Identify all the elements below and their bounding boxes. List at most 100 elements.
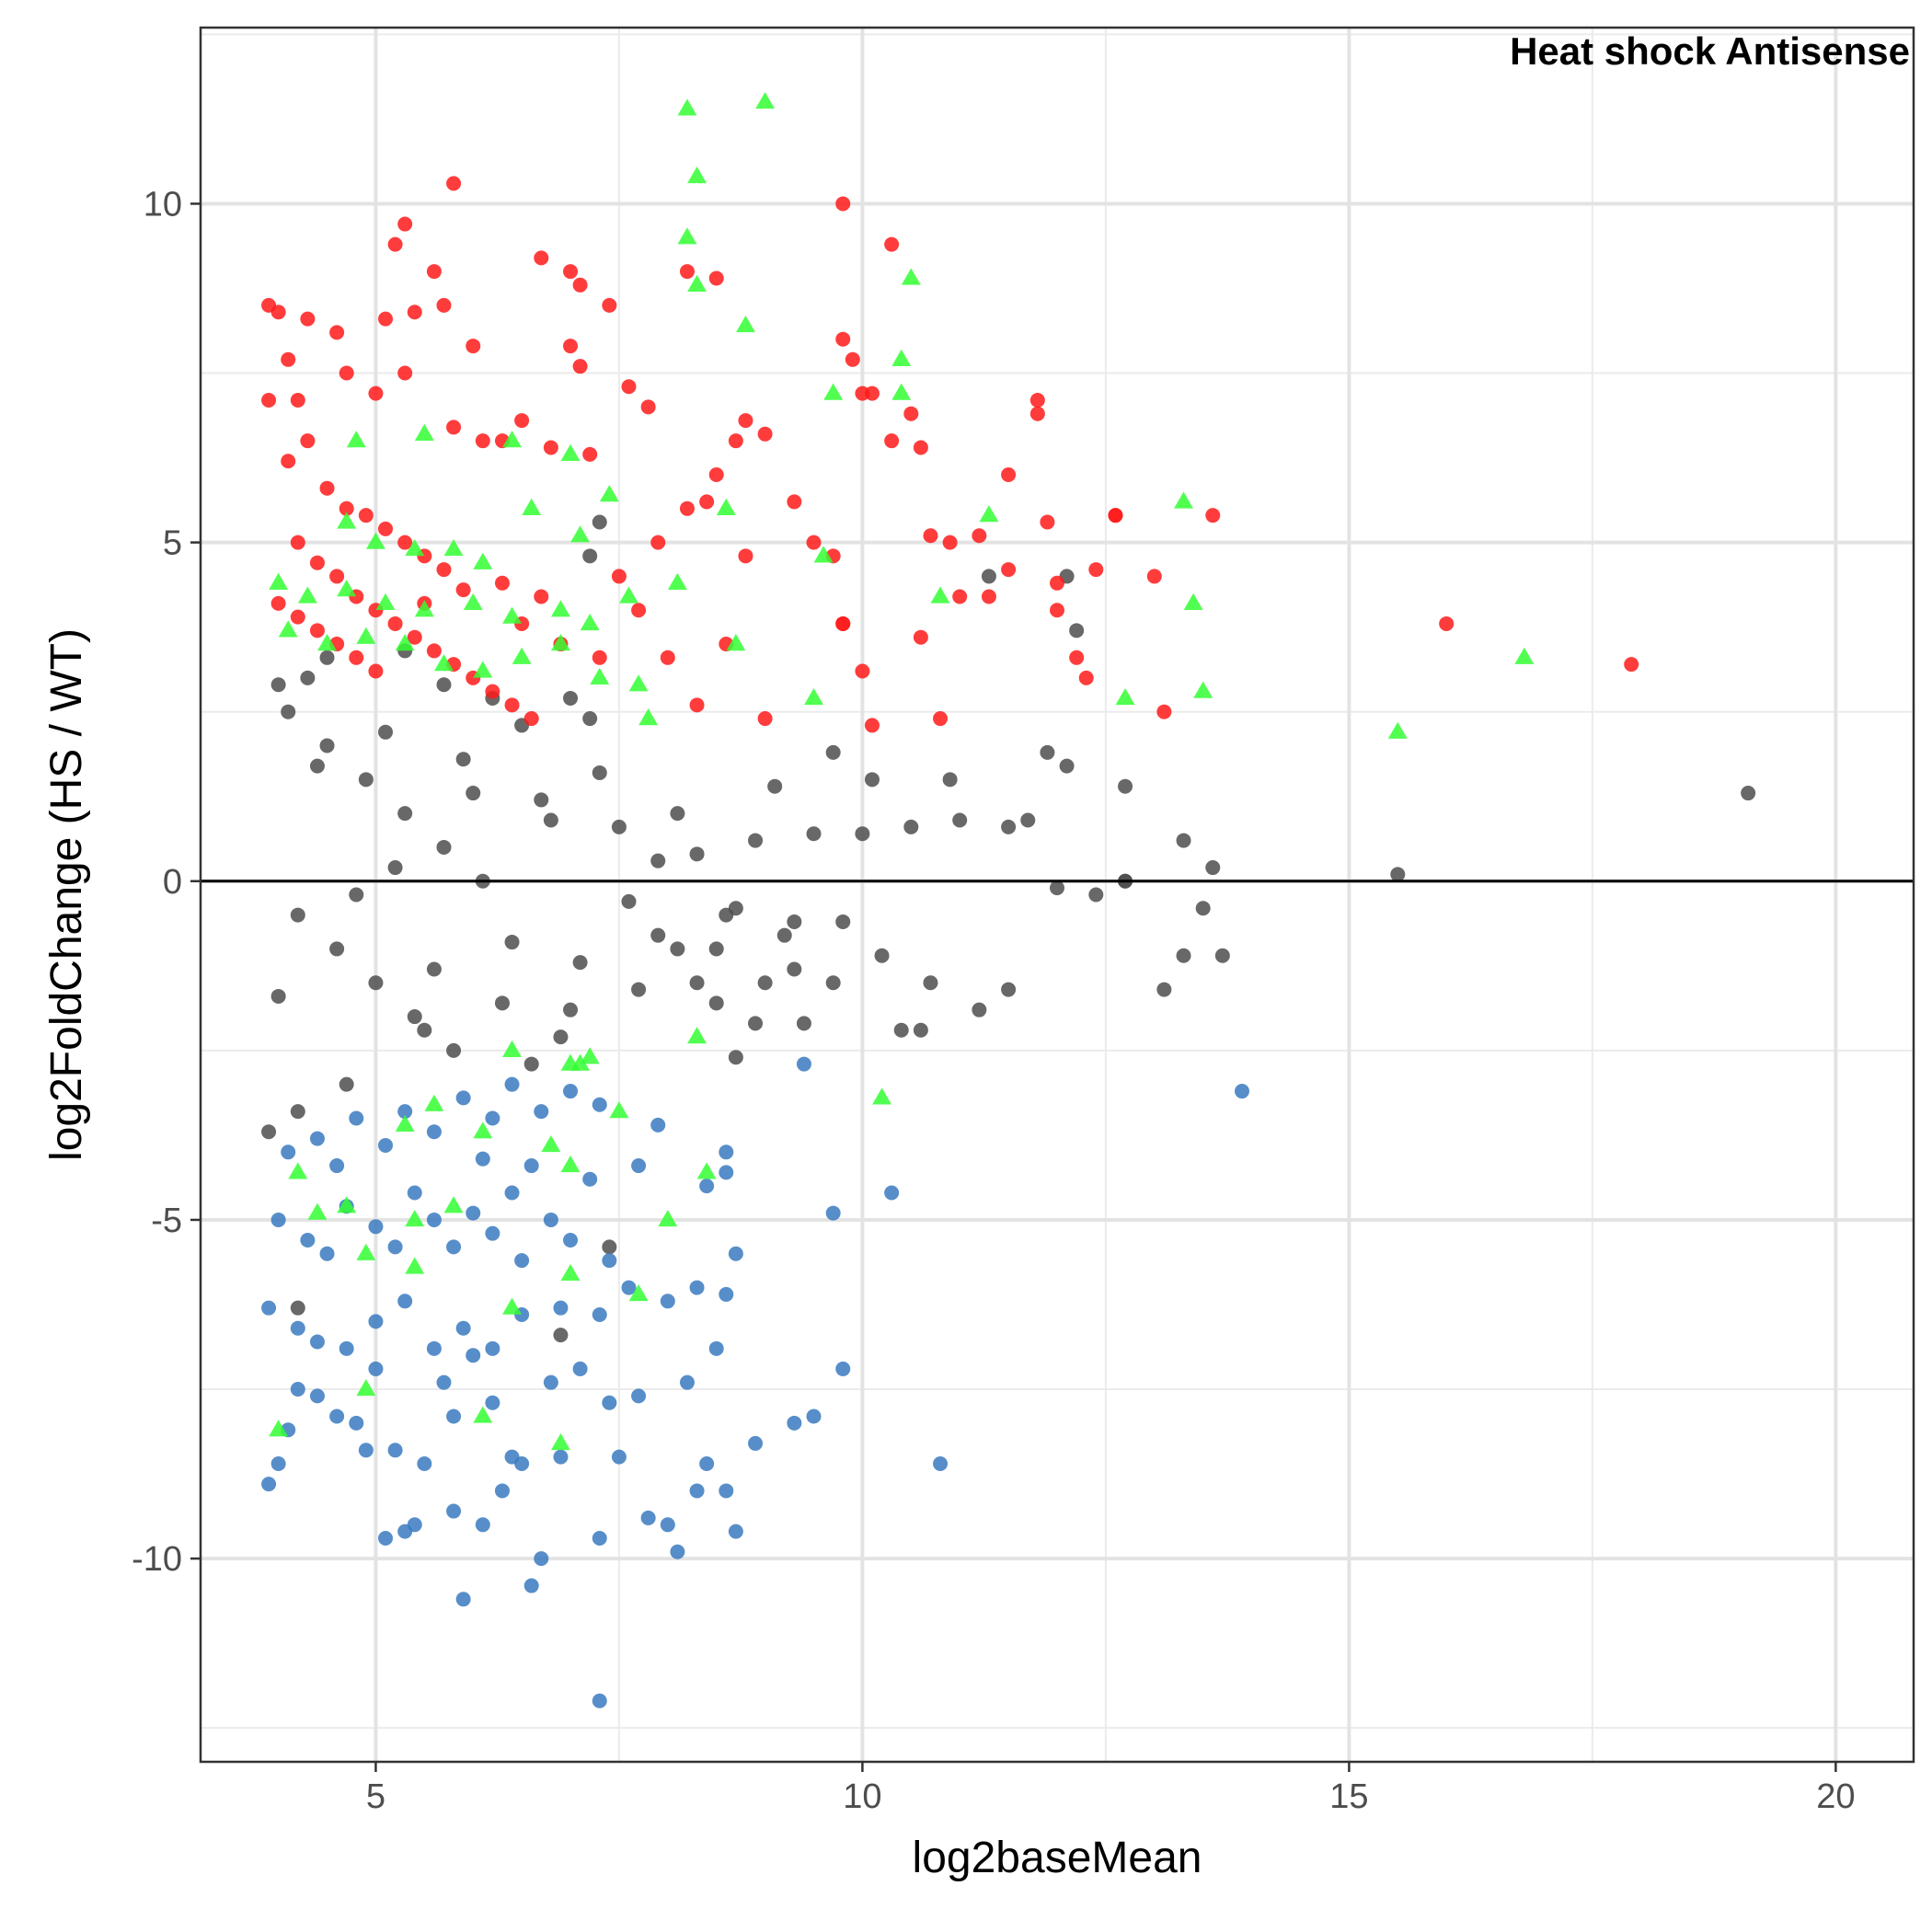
data-point-highlight [307,1202,328,1220]
data-point-down [378,1531,394,1547]
data-point-down [699,1456,715,1472]
data-point-not_significant [494,995,510,1011]
data-point-up [621,379,637,395]
data-point-highlight [375,592,396,611]
data-point-down [748,1435,764,1451]
data-point-not_significant [592,765,607,780]
data-point-up [329,569,345,584]
data-point-up [543,440,558,455]
data-point-up [1205,508,1221,523]
data-point-not_significant [387,860,403,876]
data-point-down [504,1076,520,1092]
data-point-not_significant [689,846,705,862]
data-point-up [835,615,851,631]
data-point-up [650,535,666,550]
data-point-highlight [628,674,649,692]
data-point-not_significant [864,772,880,788]
data-point-down [553,1449,569,1465]
points-layer [261,91,1756,1708]
data-point-up [855,663,870,679]
data-point-up [1029,406,1045,421]
data-point-up [699,494,715,510]
data-point-up [640,399,656,415]
data-point-up [387,236,403,252]
data-point-not_significant [942,772,958,788]
data-point-up [981,589,996,604]
data-point-up [884,433,900,449]
y-tick-label: 5 [163,524,182,563]
data-point-down [563,1084,579,1099]
data-point-down [504,1185,520,1201]
data-point-down [426,1124,442,1140]
data-point-highlight [356,627,376,644]
data-point-up [1001,466,1017,482]
data-point-not_significant [806,826,822,842]
x-tick-label: 10 [843,1777,881,1816]
data-point-up [339,500,354,516]
data-point-up [397,365,413,381]
data-point-not_significant [1020,812,1036,828]
data-point-highlight [979,505,999,523]
data-point-up [475,433,490,449]
data-point-up [446,420,462,435]
data-point-up [1439,615,1455,631]
data-point-not_significant [748,833,764,848]
data-point-highlight [638,708,659,726]
data-point-down [290,1382,305,1397]
data-point-highlight [726,634,746,651]
data-point-down [446,1239,462,1255]
data-point-not_significant [855,826,870,842]
data-point-highlight [823,383,844,400]
data-point-not_significant [1118,778,1133,794]
data-point-highlight [609,1101,629,1119]
data-point-down [387,1239,403,1255]
data-point-down [825,1205,841,1221]
data-point-highlight [443,538,464,557]
data-point-up [261,392,277,408]
data-point-down [417,1456,432,1472]
data-point-down [933,1456,949,1472]
data-point-down [640,1510,656,1525]
data-point-highlight [677,227,697,245]
data-point-up [446,176,462,191]
data-point-up [319,480,335,496]
data-point-up [1078,670,1094,685]
data-point-not_significant [455,752,471,767]
data-point-highlight [356,1379,376,1397]
data-point-down [349,1415,364,1431]
data-point-not_significant [582,711,598,727]
data-point-not_significant [378,724,394,740]
data-point-not_significant [563,1002,579,1018]
data-point-not_significant [893,1022,909,1038]
data-point-down [270,1212,286,1227]
data-point-not_significant [290,1104,305,1120]
data-point-down [523,1578,539,1593]
data-point-up [582,446,598,462]
data-point-highlight [405,538,425,557]
data-point-not_significant [787,961,802,977]
data-point-down [534,1104,549,1120]
data-point-down [290,1320,305,1336]
data-point-down [397,1104,413,1120]
data-point-up [534,250,549,266]
data-point-up [329,325,345,340]
data-point-not_significant [446,1042,462,1058]
data-point-up [572,359,588,374]
data-point-down [796,1056,811,1072]
data-point-not_significant [874,948,890,963]
data-point-down [504,1449,520,1465]
data-point-up [466,339,481,354]
data-point-highlight [550,1432,570,1451]
data-point-not_significant [582,548,598,564]
data-point-down [572,1361,588,1376]
data-point-up [407,629,422,645]
data-point-highlight [628,1283,649,1302]
data-point-down [485,1110,500,1126]
data-point-down [368,1314,384,1329]
data-point-highlight [696,1162,717,1179]
data-point-not_significant [329,941,345,957]
data-point-up [397,216,413,232]
data-point-down [592,1097,607,1112]
data-point-down [670,1544,685,1559]
data-point-highlight [317,634,337,651]
